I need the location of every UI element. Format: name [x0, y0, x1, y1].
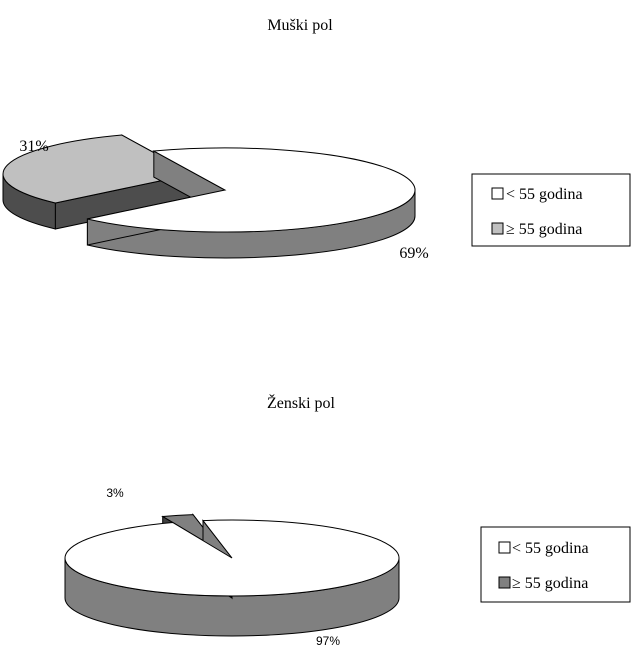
legend-label-muski-ge55: ≥ 55 godina — [506, 221, 582, 238]
legend-swatch-zenski-ge55 — [498, 576, 511, 589]
chart-title-zenski: Ženski pol — [267, 393, 336, 412]
legend-label-zenski-lt55: < 55 godina — [512, 540, 589, 557]
legend-zenski: < 55 godina ≥ 55 godina — [480, 526, 631, 603]
pie-zenski — [64, 513, 400, 637]
pie-slice-zenski-lt55-top — [64, 519, 400, 597]
chart-title-muski: Muški pol — [267, 17, 333, 34]
pie-muski — [2, 134, 416, 259]
legend-swatch-zenski-lt55 — [498, 541, 511, 554]
data-label-muski-lt55: 69% — [399, 245, 428, 262]
chart-zenski-pol: Ženski pol 3% 97% < 55 godina ≥ 55 godin… — [64, 393, 631, 648]
legend-box-zenski — [480, 526, 631, 603]
pie-slice-muski-lt55-top — [87, 147, 416, 233]
chart-muski-pol: Muški pol 31% 69% < 55 godina ≥ 55 godin… — [2, 17, 631, 262]
pie-slice-muski-lt55 — [86, 147, 416, 259]
pie-slice-muski-ge55-top — [2, 134, 195, 204]
legend-label-muski-lt55: < 55 godina — [506, 186, 583, 203]
legend-label-zenski-ge55: ≥ 55 godina — [512, 575, 588, 592]
legend-swatch-muski-lt55 — [491, 187, 504, 200]
data-label-zenski-ge55: 3% — [106, 486, 124, 500]
data-label-zenski-lt55: 97% — [316, 634, 340, 648]
legend-muski: < 55 godina ≥ 55 godina — [471, 173, 631, 247]
pie-slice-zenski-lt55 — [64, 519, 400, 637]
data-label-muski-ge55: 31% — [19, 138, 48, 155]
legend-swatch-muski-ge55 — [491, 222, 504, 235]
